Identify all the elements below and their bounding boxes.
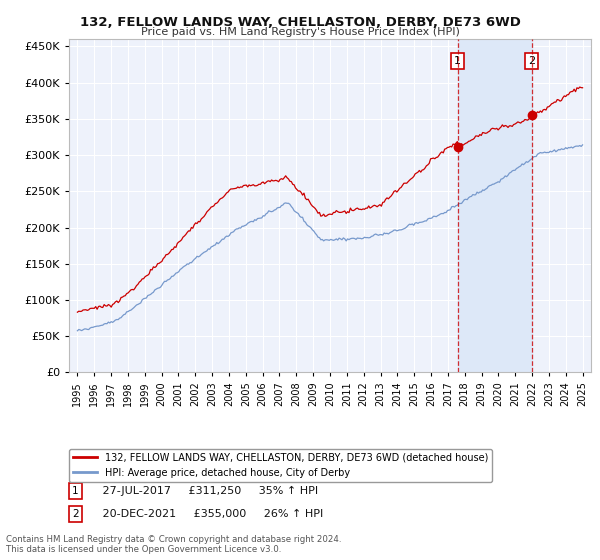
Legend: 132, FELLOW LANDS WAY, CHELLASTON, DERBY, DE73 6WD (detached house), HPI: Averag: 132, FELLOW LANDS WAY, CHELLASTON, DERBY… [68, 449, 492, 482]
Text: 1: 1 [72, 486, 79, 496]
Text: 2: 2 [72, 509, 79, 519]
Text: 2: 2 [528, 56, 535, 66]
Text: Price paid vs. HM Land Registry's House Price Index (HPI): Price paid vs. HM Land Registry's House … [140, 27, 460, 37]
Text: 27-JUL-2017     £311,250     35% ↑ HPI: 27-JUL-2017 £311,250 35% ↑ HPI [92, 486, 319, 496]
Text: 20-DEC-2021     £355,000     26% ↑ HPI: 20-DEC-2021 £355,000 26% ↑ HPI [92, 509, 324, 519]
Text: 132, FELLOW LANDS WAY, CHELLASTON, DERBY, DE73 6WD: 132, FELLOW LANDS WAY, CHELLASTON, DERBY… [80, 16, 520, 29]
Text: 1: 1 [454, 56, 461, 66]
Text: Contains HM Land Registry data © Crown copyright and database right 2024.
This d: Contains HM Land Registry data © Crown c… [6, 535, 341, 554]
Bar [458, 39, 532, 372]
